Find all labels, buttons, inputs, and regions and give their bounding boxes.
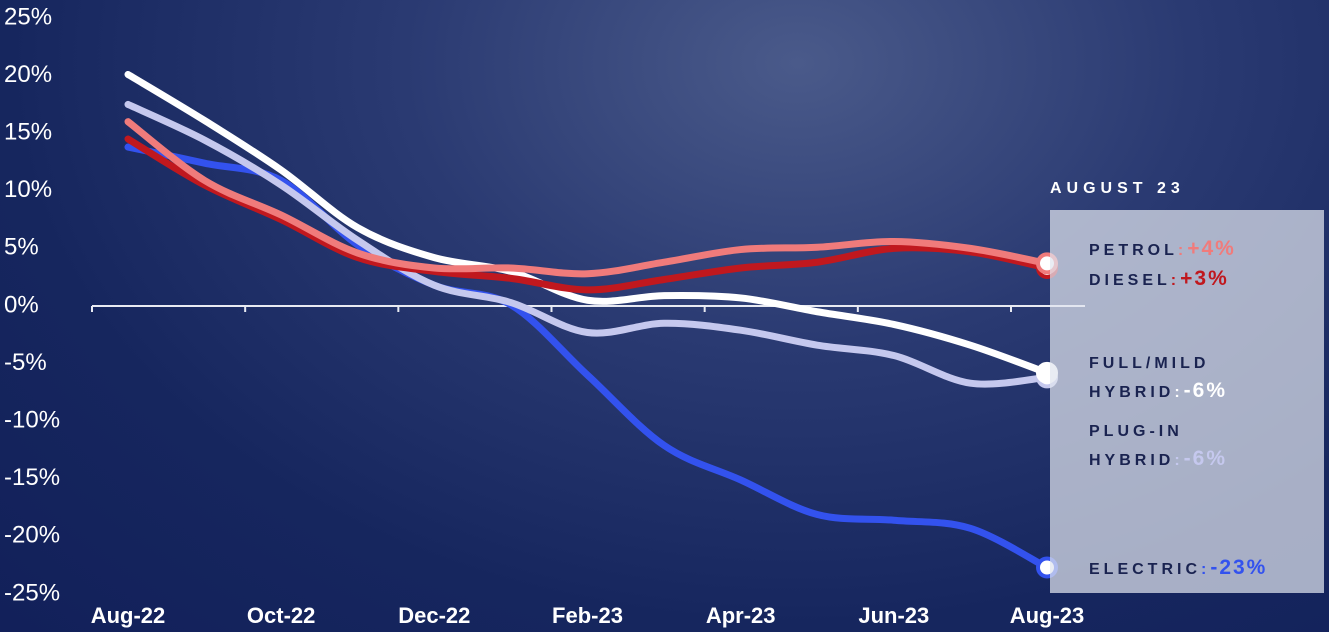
x-tick-label: Feb-23 [552,603,623,628]
y-tick-label: 25% [4,3,52,30]
legend-box [1050,210,1324,593]
y-tick-label: -5% [4,349,47,376]
y-tick-label: -15% [4,464,60,491]
end-label: -23% [1210,556,1268,579]
legend-entry: FULL/MILD HYBRID:-6% [1089,350,1269,406]
y-tick-label: 20% [4,61,52,88]
legend-separator: : [1201,561,1211,578]
y-tick-label: 10% [4,176,52,203]
legend-label: PLUG-IN HYBRID [1089,423,1183,469]
y-tick-label: -10% [4,407,60,434]
x-tick-label: Dec-22 [398,603,470,628]
series-line [124,100,1051,388]
series-line [124,118,1051,278]
x-tick-label: Aug-22 [91,603,166,628]
y-tick-label: 5% [4,234,39,261]
series-line [124,135,1051,294]
legend-label: PETROL [1089,242,1178,259]
x-tick-label: Apr-23 [706,603,776,628]
end-label: -6% [1183,379,1228,402]
legend-entry: DIESEL:+3% [1089,265,1269,294]
x-tick-label: Aug-23 [1010,603,1085,628]
legend-entry: ELECTRIC:-23% [1089,554,1269,583]
y-tick-label: 0% [4,291,39,318]
legend-entry: PLUG-IN HYBRID:-6% [1089,418,1269,474]
legend-entry: PETROL:+4% [1089,235,1269,264]
legend-label: DIESEL [1089,272,1171,289]
series-line [124,143,1051,572]
legend-separator: : [1174,384,1184,401]
y-tick-label: -25% [4,579,60,606]
x-tick-label: Jun-23 [858,603,929,628]
x-tick-label: Oct-22 [247,603,315,628]
end-label: +4% [1187,237,1236,260]
legend-separator: : [1174,452,1184,469]
legend-title: AUGUST 23 [1050,180,1185,197]
end-label: -6% [1183,447,1228,470]
series-line [124,70,1051,377]
legend-label: ELECTRIC [1089,561,1201,578]
legend-separator: : [1177,242,1188,259]
end-label: +3% [1180,267,1229,290]
y-tick-label: 15% [4,119,52,146]
legend-label: FULL/MILD HYBRID [1089,355,1210,401]
legend-separator: : [1170,272,1181,289]
y-tick-label: -20% [4,522,60,549]
